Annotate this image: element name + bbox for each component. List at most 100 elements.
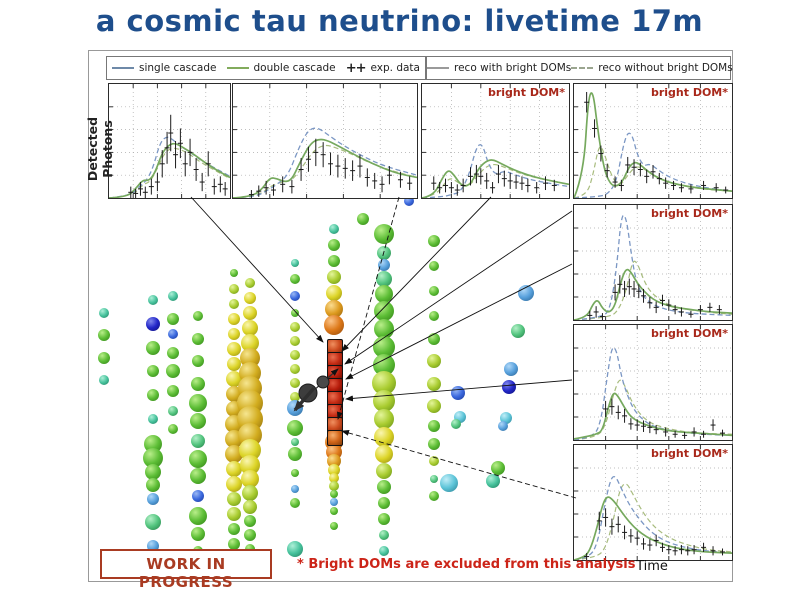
dom-bubble: [330, 490, 338, 498]
photon-time-panel-p3: bright DOM*: [421, 83, 570, 199]
double-cascade-line-swatch: [226, 67, 249, 69]
dom-bubble: [428, 438, 440, 450]
dom-bubble: [428, 235, 440, 247]
legend-double-cascade-label: double cascade: [253, 62, 336, 74]
dom-bubble: [244, 529, 256, 541]
dom-bubble: [330, 522, 338, 530]
photon-time-panel-p4: bright DOM*: [573, 83, 733, 199]
dom-bubble: [191, 434, 205, 448]
dom-bubble: [167, 347, 179, 359]
legend-reco-with-label: reco with bright DOMs: [454, 62, 572, 74]
legend-single-cascade-label: single cascade: [139, 62, 217, 74]
dom-bubble: [229, 299, 239, 309]
dom-bubble: [99, 375, 109, 385]
curve-olive_dashed: [422, 163, 569, 198]
reco-without-line-swatch: [571, 67, 594, 69]
dom-bubble: [486, 474, 500, 488]
dom-bubble: [98, 352, 110, 364]
curve-blue_dashed: [574, 214, 732, 320]
dom-bubble: [167, 385, 179, 397]
dom-bubble: [329, 473, 339, 483]
dom-bubble: [377, 480, 391, 494]
dom-bubble: [291, 469, 299, 477]
curve-green_solid: [109, 142, 230, 198]
legend-exp-data-label: exp. data: [370, 62, 420, 74]
legend-reco-with: reco with bright DOMs: [427, 62, 571, 74]
dom-bubble: [143, 448, 163, 468]
dom-bubble: [290, 498, 300, 508]
x-axis-label-time: Time: [636, 559, 668, 574]
dom-bubble: [504, 362, 518, 376]
dom-bubble: [189, 394, 207, 412]
slide-title: a cosmic tau neutrino: livetime 17m: [95, 4, 704, 38]
dom-bubble: [227, 342, 241, 356]
legend-exp-data: ++ exp. data: [346, 61, 420, 76]
curve-green_solid: [574, 92, 732, 198]
dom-bubble: [291, 259, 299, 267]
curve-olive_dashed: [109, 147, 230, 198]
y-axis-label: Detected Photons: [85, 116, 115, 182]
dom-bubble: [374, 427, 394, 447]
curve-blue_dashed: [574, 132, 732, 198]
curve-green_solid: [574, 268, 732, 320]
bright-dom-footnote: * Bright DOMs are excluded from this ana…: [297, 557, 636, 572]
photon-time-panel-r3: bright DOM*: [573, 324, 733, 441]
dom-bubble: [375, 445, 393, 463]
dom-bubble: [498, 421, 508, 431]
curve-green_solid: [574, 392, 732, 440]
dom-bubble: [98, 329, 110, 341]
dom-bubble: [148, 414, 158, 424]
dom-bubble: [228, 328, 240, 340]
dom-bubble: [374, 224, 394, 244]
dom-bubble: [227, 357, 241, 371]
work-in-progress-badge: WORK IN PROGRESS: [100, 549, 272, 591]
legend-double-cascade: double cascade: [226, 62, 336, 74]
panel-to-dom-arrow: [190, 196, 324, 343]
dom-bubble: [491, 461, 505, 475]
dom-bubble: [227, 492, 241, 506]
curve-green_solid: [422, 159, 569, 198]
dom-bubble: [428, 333, 440, 345]
dom-bubble: [245, 278, 255, 288]
bright-dom-label: bright DOM*: [650, 447, 728, 460]
dom-bubble: [378, 513, 390, 525]
dom-bubble: [168, 406, 178, 416]
dom-bubble: [329, 224, 339, 234]
bright-dom-label: bright DOM*: [650, 327, 728, 340]
dom-bubble: [189, 450, 207, 468]
dom-bubble: [191, 377, 205, 391]
legend-single-cascade: single cascade: [112, 62, 216, 74]
dom-bubble: [451, 386, 465, 400]
legend-reco-without-label: reco without bright DOMs: [598, 62, 733, 74]
photon-time-panel-p1: [108, 83, 231, 199]
dom-bubble: [227, 507, 241, 521]
dom-bubble: [330, 507, 338, 515]
photon-time-panel-r2: bright DOM*: [573, 204, 733, 321]
dom-bubble: [324, 315, 344, 335]
curve-olive_dashed: [574, 483, 732, 560]
dom-bubble: [357, 213, 369, 225]
dom-bubble: [291, 485, 299, 493]
dom-bubble: [166, 364, 180, 378]
bright-dom-label: bright DOM*: [487, 86, 565, 99]
dom-bubble: [376, 463, 392, 479]
dom-bubble: [243, 306, 257, 320]
dom-bubble: [511, 324, 525, 338]
dom-bubble: [429, 261, 439, 271]
dom-bubble: [146, 341, 160, 355]
dom-bubble: [290, 291, 300, 301]
event-display-frame: single cascade double cascade ++ exp. da…: [85, 50, 733, 591]
dom-bubble: [148, 295, 158, 305]
dom-bubble: [244, 292, 256, 304]
dom-bubble: [230, 269, 238, 277]
dom-bubble: [167, 313, 179, 325]
legend-cascade-models: single cascade double cascade ++ exp. da…: [106, 56, 426, 80]
legend-reco-variants: reco with bright DOMs reco without brigh…: [426, 56, 733, 80]
dom-bubble: [327, 270, 341, 284]
dom-bubble: [290, 364, 300, 374]
bright-dom-label: bright DOM*: [650, 207, 728, 220]
curve-blue_dashed: [574, 347, 732, 440]
dom-bubble: [168, 329, 178, 339]
dom-bubble: [228, 523, 240, 535]
